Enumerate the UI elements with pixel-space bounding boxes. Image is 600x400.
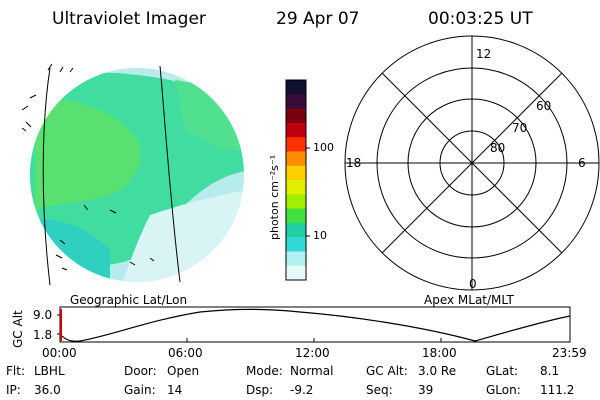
colorbar-cell	[286, 165, 306, 181]
polar-mlt-18: 18	[346, 156, 361, 170]
info-value: 36.0	[34, 383, 61, 397]
coastline-marks	[21, 63, 155, 271]
info-value: -9.2	[290, 383, 313, 397]
colorbar-tick-label: 10	[313, 229, 327, 242]
info-label: Gain:	[124, 383, 156, 397]
altitude-xtick-label: 23:59	[552, 346, 587, 360]
altitude-curve	[61, 308, 571, 342]
polar-mlt-12: 12	[476, 47, 491, 61]
colorbar-cell	[286, 122, 306, 138]
altitude-frame	[59, 306, 571, 343]
info-value: 14	[167, 383, 182, 397]
info-label: IP:	[6, 383, 21, 397]
info-value: 111.2	[540, 383, 574, 397]
meridian-line	[159, 65, 181, 283]
altitude-xtick-label: 00:00	[42, 346, 77, 360]
info-label: GLon:	[486, 383, 521, 397]
altitude-plot: 9.0 1.8 GC Alt 00:00 06:00 12:00 18:00 2…	[11, 306, 587, 360]
polar-lat-80: 80	[490, 141, 505, 155]
polar-diagonal	[381, 72, 563, 254]
info-value: 8.1	[540, 364, 559, 378]
header-title: Ultraviolet Imager	[52, 9, 206, 29]
image-projection-label: Geographic Lat/Lon	[70, 293, 187, 307]
info-label: Dsp:	[246, 383, 273, 397]
colorbar-cell	[286, 108, 306, 124]
info-value: Open	[167, 364, 199, 378]
polar-lat-70: 70	[512, 121, 527, 135]
polar-mlt-0: 0	[469, 277, 477, 291]
altitude-ylabel: GC Alt	[11, 310, 25, 348]
colorbar-cell	[286, 265, 306, 281]
colorbar-tick-label: 100	[313, 141, 334, 154]
altitude-xtick-label: 06:00	[168, 346, 203, 360]
info-value: LBHL	[34, 364, 65, 378]
colorbar-cell	[286, 94, 306, 110]
colorbar-cell	[286, 151, 306, 167]
polar-projection-label: Apex MLat/MLT	[424, 293, 514, 307]
colorbar-cell	[286, 80, 306, 95]
colorbar-cell	[286, 222, 306, 238]
altitude-xtick-label: 12:00	[295, 346, 330, 360]
polar-plot	[344, 35, 600, 291]
colorbar-cell	[286, 251, 306, 267]
colorbar-cell	[286, 137, 306, 152]
info-label: GLat:	[486, 364, 518, 378]
colorbar-unit-label: photon cm⁻²s⁻¹	[268, 155, 281, 240]
info-label: Flt:	[6, 364, 25, 378]
info-label: Seq:	[366, 383, 393, 397]
info-label: Door:	[124, 364, 157, 378]
altitude-ytick-label: 1.8	[33, 328, 52, 342]
polar-mlt-6: 6	[578, 156, 586, 170]
info-value: Normal	[290, 364, 333, 378]
colorbar-frame	[285, 79, 307, 281]
info-panel: Flt: LBHL Door: Open Mode: Normal GC Alt…	[6, 364, 574, 397]
colorbar-cells	[286, 80, 306, 281]
altitude-ytick-label: 9.0	[33, 308, 52, 322]
info-label: Mode:	[246, 364, 283, 378]
colorbar-cell	[286, 237, 306, 252]
info-value: 39	[418, 383, 433, 397]
polar-lat-60: 60	[536, 99, 551, 113]
altitude-xtick-label: 18:00	[422, 346, 457, 360]
colorbar-cell	[286, 208, 306, 224]
header-date: 29 Apr 07	[276, 9, 359, 29]
colorbar: 100 10 photon cm⁻²s⁻¹	[268, 79, 334, 281]
info-label: GC Alt:	[366, 364, 408, 378]
header-time: 00:03:25 UT	[428, 9, 533, 29]
info-value: 3.0 Re	[418, 364, 456, 378]
meridian-line	[42, 67, 51, 286]
disk-bright-region	[35, 99, 141, 210]
colorbar-cell	[286, 180, 306, 195]
colorbar-cell	[286, 194, 306, 210]
uv-image	[21, 63, 244, 286]
